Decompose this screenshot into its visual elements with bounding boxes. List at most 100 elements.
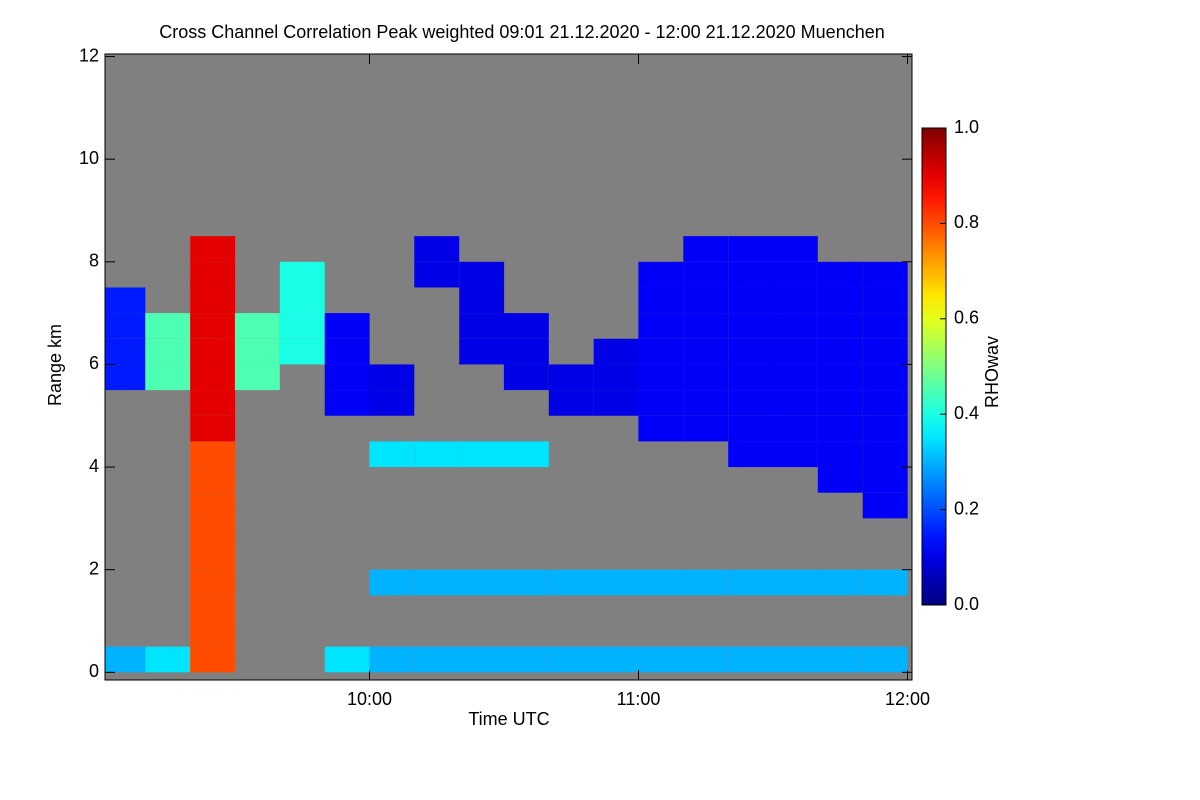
heatmap-cell [817,467,863,493]
heatmap-cell [862,415,908,442]
heatmap-cell [593,390,639,416]
heatmap-cell [369,569,415,596]
heatmap-cell [772,441,818,468]
y-axis-label: Range km [45,324,65,406]
heatmap-cell [190,544,236,570]
heatmap-cell [728,364,774,391]
heatmap-cell [638,287,684,314]
heatmap-cell [190,338,236,365]
y-tick-label: 10 [79,148,99,168]
heatmap-cell [414,441,460,468]
heatmap-cell [548,390,594,416]
heatmap-cell [279,313,325,339]
colorbar-tick-label: 0.0 [954,594,979,614]
heatmap-cell [414,236,460,262]
heatmap-cell [683,364,729,391]
heatmap-cell [817,441,863,468]
colorbar-tick-label: 0.6 [954,308,979,328]
heatmap-cell [728,287,774,314]
heatmap-cell [593,646,639,673]
heatmap-cell [817,646,863,673]
heatmap-cell [324,646,370,673]
heatmap-cell [638,338,684,365]
heatmap-cell [279,287,325,314]
heatmap-cell [234,313,280,339]
heatmap-cell [459,441,505,468]
heatmap-cell [503,338,549,365]
colorbar-tick-label: 1.0 [954,117,979,137]
heatmap-cell [459,569,505,596]
heatmap-cell [817,287,863,314]
heatmap-cell [683,313,729,339]
heatmap-cell [145,338,191,365]
heatmap-cell [683,338,729,365]
heatmap-cell [190,646,236,673]
y-tick-label: 0 [89,661,99,681]
heatmap-cell [772,338,818,365]
heatmap-cell [105,646,146,673]
heatmap-cell [862,364,908,391]
heatmap-cell [817,415,863,442]
heatmap-cell [593,338,639,365]
plot-frame [104,53,913,681]
heatmap-cell [638,390,684,416]
heatmap-cell [190,287,236,314]
heatmap-cell [105,313,146,339]
heatmap-cell [638,313,684,339]
heatmap-cell [862,467,908,493]
heatmap-cell [593,569,639,596]
y-tick-label: 12 [79,45,99,65]
heatmap-cell [548,569,594,596]
heatmap-cell [414,646,460,673]
heatmap-cell [190,415,236,442]
heatmap-cell [190,518,236,545]
x-tick-label: 10:00 [347,689,392,709]
heatmap-cell [728,390,774,416]
heatmap-cell [772,364,818,391]
heatmap-cell [503,569,549,596]
heatmap-cell [548,364,594,391]
heatmap-cell [638,646,684,673]
colorbar [921,127,947,606]
colorbar-tick-label: 0.2 [954,498,979,518]
heatmap-cell [190,313,236,339]
heatmap-cell [190,620,236,647]
heatmap-cell [683,390,729,416]
heatmap-cell [324,313,370,339]
heatmap-cell [459,261,505,288]
heatmap-cell [369,364,415,391]
heatmap-cell [772,287,818,314]
heatmap-cell [683,261,729,288]
heatmap-cell [862,441,908,468]
heatmap-cell [190,236,236,262]
y-tick-label: 2 [89,558,99,578]
heatmap-cell [190,569,236,596]
heatmap-cell [145,646,191,673]
heatmap-cell [324,364,370,391]
heatmap-cell [683,646,729,673]
heatmap-cell [638,364,684,391]
heatmap-cell [369,390,415,416]
heatmap-cell [772,313,818,339]
heatmap-cell [772,646,818,673]
heatmap-cell [190,441,236,468]
heatmap-cell [324,338,370,365]
heatmap-cell [728,313,774,339]
heatmap-cell [503,441,549,468]
y-tick-label: 4 [89,456,99,476]
colorbar-tick-label: 0.8 [954,212,979,232]
heatmap-cell [638,569,684,596]
heatmap-cell [234,364,280,391]
heatmap-cell [279,261,325,288]
heatmap-cell [728,261,774,288]
heatmap-cell [862,313,908,339]
heatmap-cell [817,569,863,596]
heatmap-cell [503,646,549,673]
heatmap-cell [862,287,908,314]
heatmap-cell [414,261,460,288]
heatmap-cell [862,646,908,673]
heatmap-cell [190,261,236,288]
heatmap-cell [548,646,594,673]
heatmap-cell [234,338,280,365]
